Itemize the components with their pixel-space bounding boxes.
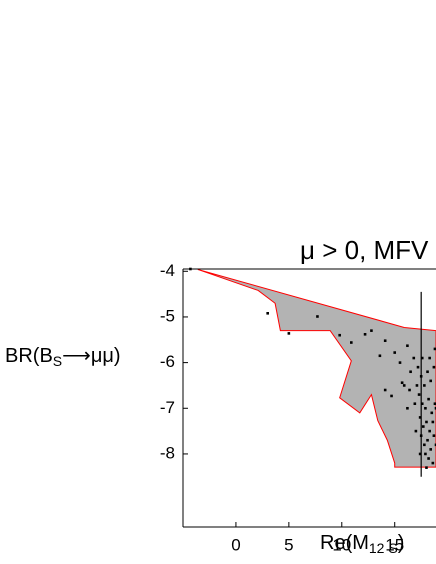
point (390, 394, 393, 398)
point (287, 332, 291, 335)
point (266, 311, 269, 315)
region (197, 268, 436, 468)
point (409, 370, 412, 374)
point (428, 429, 431, 433)
point (424, 452, 427, 456)
point (432, 365, 436, 369)
point (402, 384, 406, 387)
point (378, 354, 382, 358)
point (421, 425, 425, 428)
point (425, 466, 428, 469)
point (406, 406, 409, 410)
point (419, 434, 423, 437)
point (398, 361, 402, 364)
y-axis-label: BR(BS⟶μμ) (5, 345, 121, 368)
point (350, 341, 353, 344)
x-tick-label: 5 (284, 535, 293, 554)
point (431, 461, 435, 465)
point (431, 420, 435, 424)
point (427, 397, 430, 401)
point (418, 416, 422, 419)
point (393, 351, 397, 354)
point (425, 420, 428, 424)
chart-title: μ > 0, MFV (300, 235, 429, 265)
point (419, 375, 423, 378)
point (420, 356, 424, 360)
point (370, 329, 373, 332)
point (418, 452, 422, 456)
point (420, 402, 424, 406)
point (363, 332, 367, 336)
x-axis-label: Re(M12 S) (320, 532, 404, 555)
point (430, 411, 434, 415)
point (406, 344, 409, 348)
point (428, 356, 431, 360)
point (434, 443, 436, 447)
point (427, 457, 430, 460)
point (408, 388, 411, 392)
point (423, 384, 426, 387)
point (338, 333, 341, 337)
point (417, 393, 421, 396)
point (426, 438, 429, 442)
y-tick-label: -8 (160, 443, 175, 462)
point (423, 443, 426, 447)
point (424, 406, 427, 410)
point (412, 356, 416, 360)
point (426, 370, 429, 374)
point (414, 429, 418, 433)
point (383, 388, 387, 392)
point (415, 384, 419, 387)
x-tick-label: 15 (385, 535, 404, 554)
y-tick-label: -6 (160, 352, 175, 371)
point (189, 267, 192, 271)
x-tick-label: 0 (231, 535, 240, 554)
point (400, 381, 404, 385)
point (383, 339, 387, 342)
point (432, 434, 436, 437)
y-tick-label: -7 (160, 398, 175, 417)
point (433, 347, 436, 351)
point (429, 379, 433, 383)
point (434, 406, 436, 410)
y-tick-label: -4 (160, 261, 175, 280)
point (416, 365, 420, 369)
x-tick-label: 10 (332, 535, 351, 554)
point (316, 315, 319, 318)
point (429, 448, 433, 451)
point (413, 402, 417, 406)
point (433, 402, 436, 406)
y-tick-label: -5 (160, 306, 175, 325)
